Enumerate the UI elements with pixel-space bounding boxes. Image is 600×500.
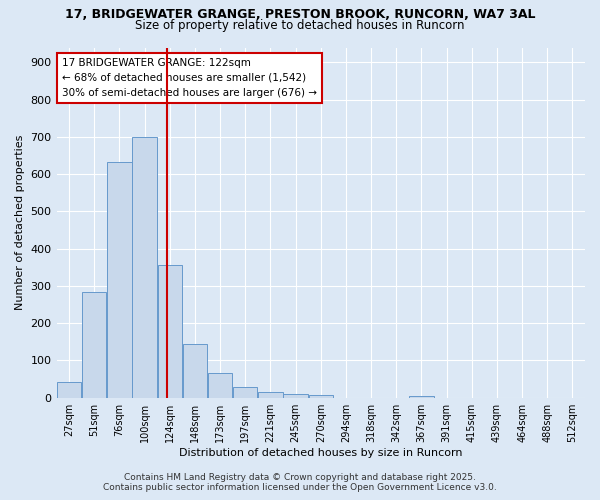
Bar xyxy=(283,394,308,398)
Bar xyxy=(208,374,232,398)
Text: 17, BRIDGEWATER GRANGE, PRESTON BROOK, RUNCORN, WA7 3AL: 17, BRIDGEWATER GRANGE, PRESTON BROOK, R… xyxy=(65,8,535,20)
Bar xyxy=(258,392,283,398)
Bar xyxy=(82,292,106,398)
Bar xyxy=(158,266,182,398)
Text: 17 BRIDGEWATER GRANGE: 122sqm
← 68% of detached houses are smaller (1,542)
30% o: 17 BRIDGEWATER GRANGE: 122sqm ← 68% of d… xyxy=(62,58,317,98)
Bar xyxy=(308,395,333,398)
Text: Size of property relative to detached houses in Runcorn: Size of property relative to detached ho… xyxy=(135,18,465,32)
Text: Contains HM Land Registry data © Crown copyright and database right 2025.
Contai: Contains HM Land Registry data © Crown c… xyxy=(103,473,497,492)
Bar xyxy=(409,396,434,398)
Bar xyxy=(233,386,257,398)
Y-axis label: Number of detached properties: Number of detached properties xyxy=(15,135,25,310)
Bar xyxy=(183,344,207,398)
Bar xyxy=(107,162,131,398)
Bar xyxy=(133,137,157,398)
X-axis label: Distribution of detached houses by size in Runcorn: Distribution of detached houses by size … xyxy=(179,448,463,458)
Bar xyxy=(57,382,82,398)
